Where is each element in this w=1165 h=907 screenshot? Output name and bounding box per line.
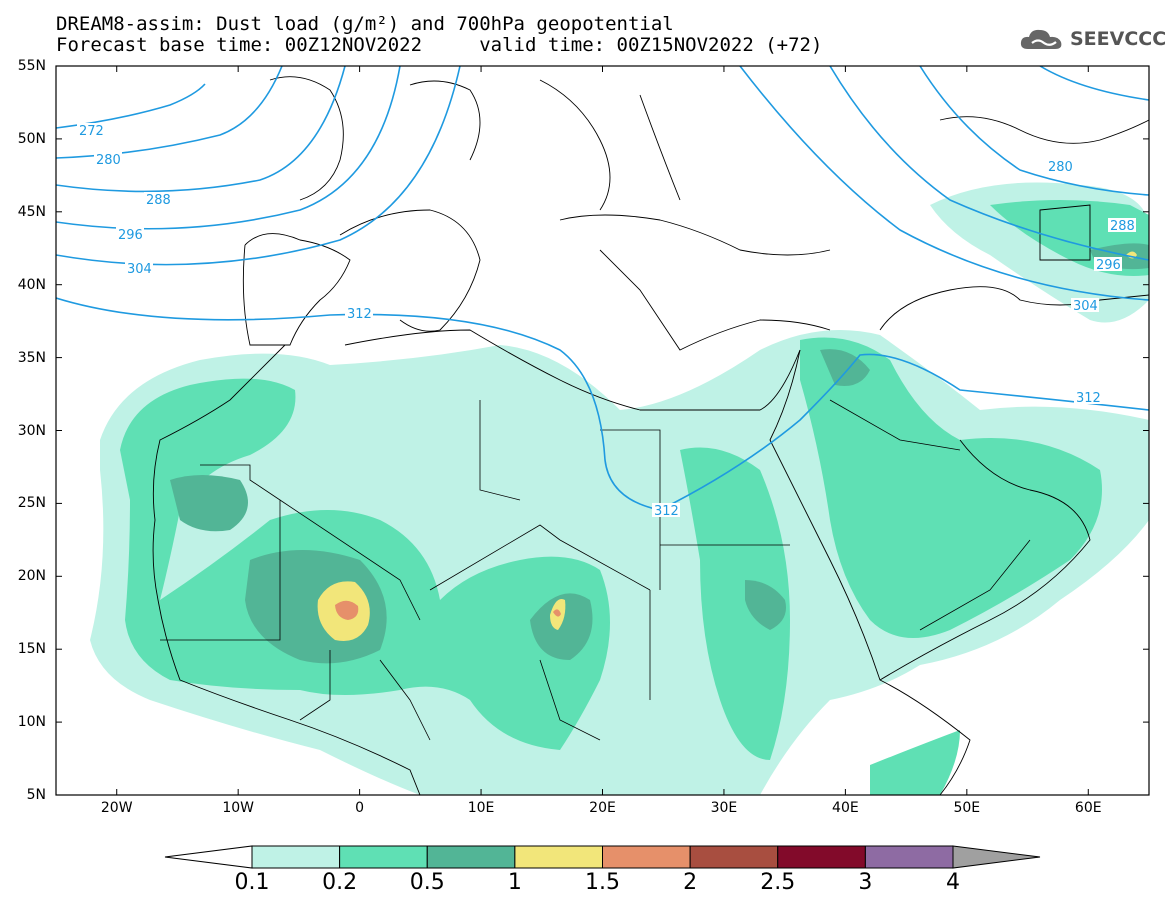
contour-label: 272 bbox=[79, 124, 104, 139]
colorbar-swatch bbox=[251, 845, 341, 869]
map-area: 272 280 288 296 304 312 312 312 280 288 … bbox=[56, 66, 1149, 795]
colorbar-swatch bbox=[514, 845, 603, 869]
colorbar-label: 3 bbox=[858, 870, 873, 895]
x-tick-label: 50E bbox=[953, 800, 981, 816]
x-tick-label: 0 bbox=[355, 800, 365, 816]
x-tick-label: 60E bbox=[1074, 800, 1102, 816]
colorbar-left-arrow bbox=[164, 845, 253, 869]
y-tick-label: 20N bbox=[17, 568, 46, 585]
x-tick-label: 10E bbox=[467, 800, 495, 816]
contour-label: 288 bbox=[1110, 219, 1135, 234]
x-tick-label: 40E bbox=[832, 800, 859, 816]
dust-layer-peak bbox=[317, 251, 1137, 641]
contour-label: 296 bbox=[118, 228, 143, 243]
contour-label: 304 bbox=[1073, 299, 1098, 314]
x-tick-label: 10W bbox=[222, 800, 254, 816]
contour-label-layer: 272 280 288 296 304 312 312 312 280 288 … bbox=[77, 123, 1136, 519]
colorbar-swatch bbox=[339, 845, 428, 869]
contour-label: 304 bbox=[127, 262, 152, 277]
x-tick-label: 30E bbox=[710, 800, 738, 816]
colorbar-label: 4 bbox=[946, 870, 960, 895]
contour-label: 288 bbox=[146, 193, 171, 208]
seevccc-logo: SEEVCCC bbox=[1018, 24, 1165, 54]
y-tick-label: 5N bbox=[26, 787, 46, 803]
colorbar-label: 0.2 bbox=[322, 870, 358, 895]
colorbar-label: 1.5 bbox=[585, 870, 620, 895]
colorbar-label: 2.5 bbox=[760, 870, 796, 895]
dust-layer-medium bbox=[120, 200, 1149, 795]
cloud-logo-icon bbox=[1020, 29, 1062, 49]
colorbar-label: 2 bbox=[683, 870, 698, 895]
colorbar-swatch bbox=[777, 845, 866, 869]
x-tick-label: 20E bbox=[589, 800, 616, 816]
contour-label: 296 bbox=[1096, 258, 1121, 273]
y-tick-label: 30N bbox=[17, 422, 46, 439]
x-tick-label: 20W bbox=[100, 800, 133, 816]
colorbar-label: 1 bbox=[507, 870, 522, 895]
y-tick-label: 50N bbox=[17, 130, 46, 147]
y-tick-label: 40N bbox=[17, 276, 46, 293]
colorbar bbox=[164, 845, 1041, 869]
map-frame bbox=[55, 65, 1150, 796]
map-title: DREAM8-assim: Dust load (g/m²) and 700hP… bbox=[56, 13, 674, 35]
contour-label: 312 bbox=[1076, 391, 1101, 406]
contour-label: 280 bbox=[1048, 160, 1073, 175]
contour-label: 312 bbox=[654, 504, 679, 519]
y-tick-label: 55N bbox=[17, 58, 46, 74]
colorbar-swatch bbox=[426, 845, 516, 869]
y-tick-label: 35N bbox=[17, 349, 46, 366]
colorbar-swatch bbox=[864, 845, 954, 869]
y-tick-label: 45N bbox=[17, 203, 46, 220]
colorbar-label: 0.1 bbox=[234, 870, 270, 895]
colorbar-swatch bbox=[689, 845, 779, 869]
logo-text: SEEVCCC bbox=[1070, 28, 1165, 50]
colorbar-right-arrow bbox=[952, 845, 1041, 869]
borders bbox=[160, 399, 1031, 741]
forecast-time-line: Forecast base time: 00Z12NOV2022 valid t… bbox=[56, 34, 823, 56]
colorbar-label: 0.5 bbox=[409, 870, 445, 895]
y-tick-label: 10N bbox=[17, 714, 46, 731]
colorbar-swatch bbox=[602, 845, 691, 869]
y-tick-label: 25N bbox=[17, 495, 46, 512]
contour-label: 312 bbox=[347, 307, 372, 322]
contour-label: 280 bbox=[96, 153, 121, 168]
y-tick-label: 15N bbox=[17, 641, 46, 658]
